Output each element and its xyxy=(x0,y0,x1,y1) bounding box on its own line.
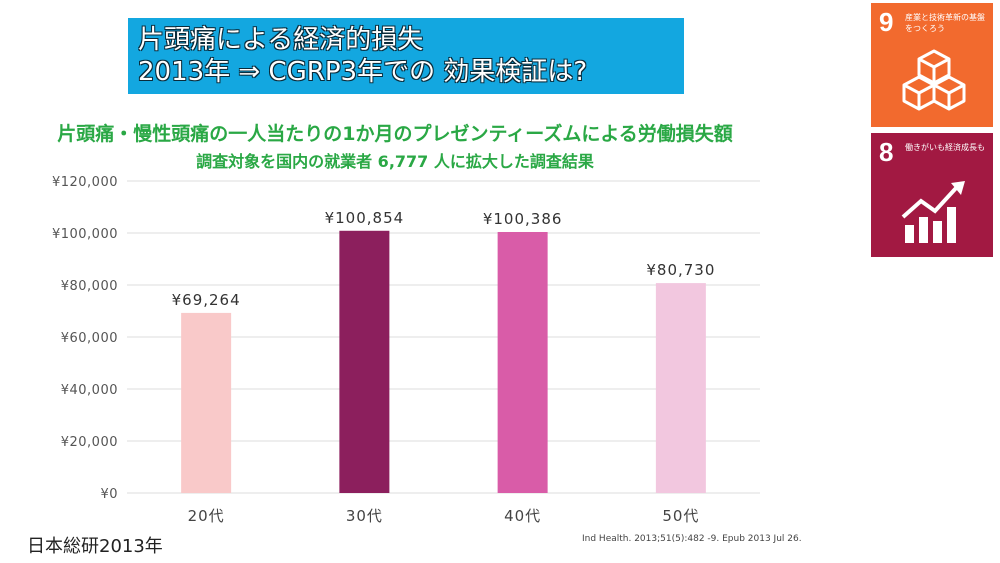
cubes-icon xyxy=(902,49,966,111)
sdg-badge-8: 8 働きがいも経済成長も xyxy=(871,133,993,257)
data-label: ¥80,730 xyxy=(646,261,715,279)
sdg-badge-9-text: 産業と技術革新の基盤をつくろう xyxy=(905,13,985,33)
y-tick-label: ¥60,000 xyxy=(61,331,118,346)
bar xyxy=(497,231,548,493)
sdg-badge-9-number: 9 xyxy=(879,7,894,37)
x-tick-label: 40代 xyxy=(504,507,541,525)
growth-chart-icon xyxy=(901,181,965,243)
title-banner: 片頭痛による経済的損失 2013年 ⇒ CGRP3年での 効果検証は? xyxy=(128,18,684,94)
y-tick-label: ¥100,000 xyxy=(52,227,118,242)
bar xyxy=(181,312,232,493)
x-tick-label: 30代 xyxy=(346,507,383,525)
data-label: ¥100,854 xyxy=(325,209,405,227)
bar xyxy=(655,283,706,493)
x-tick-label: 50代 xyxy=(662,507,699,525)
x-tick-label: 20代 xyxy=(188,507,225,525)
y-tick-label: ¥120,000 xyxy=(52,175,118,190)
y-tick-label: ¥20,000 xyxy=(61,435,118,450)
y-tick-label: ¥80,000 xyxy=(61,279,118,294)
title-line-1: 片頭痛による経済的損失 xyxy=(138,25,424,55)
data-label: ¥100,386 xyxy=(483,210,563,228)
data-label: ¥69,264 xyxy=(172,291,241,309)
sdg-badge-9: 9 産業と技術革新の基盤をつくろう xyxy=(871,3,993,127)
bar xyxy=(339,230,390,493)
y-tick-label: ¥40,000 xyxy=(61,383,118,398)
sdg-badge-8-text: 働きがいも経済成長も xyxy=(905,143,985,152)
citation: Ind Health. 2013;51(5):482 -9. Epub 2013… xyxy=(582,534,802,544)
chart-title: 片頭痛・慢性頭痛の一人当たりの1か月のプレゼンティーズムによる労働損失額 xyxy=(57,123,733,145)
title-line-2: 2013年 ⇒ CGRP3年での 効果検証は? xyxy=(138,57,588,87)
y-tick-label: ¥0 xyxy=(100,487,118,502)
sdg-badge-8-number: 8 xyxy=(879,137,894,167)
chart-subtitle: 調査対象を国内の就業者 6,777 人に拡大した調査結果 xyxy=(196,152,594,171)
source-label: 日本総研2013年 xyxy=(27,536,163,557)
